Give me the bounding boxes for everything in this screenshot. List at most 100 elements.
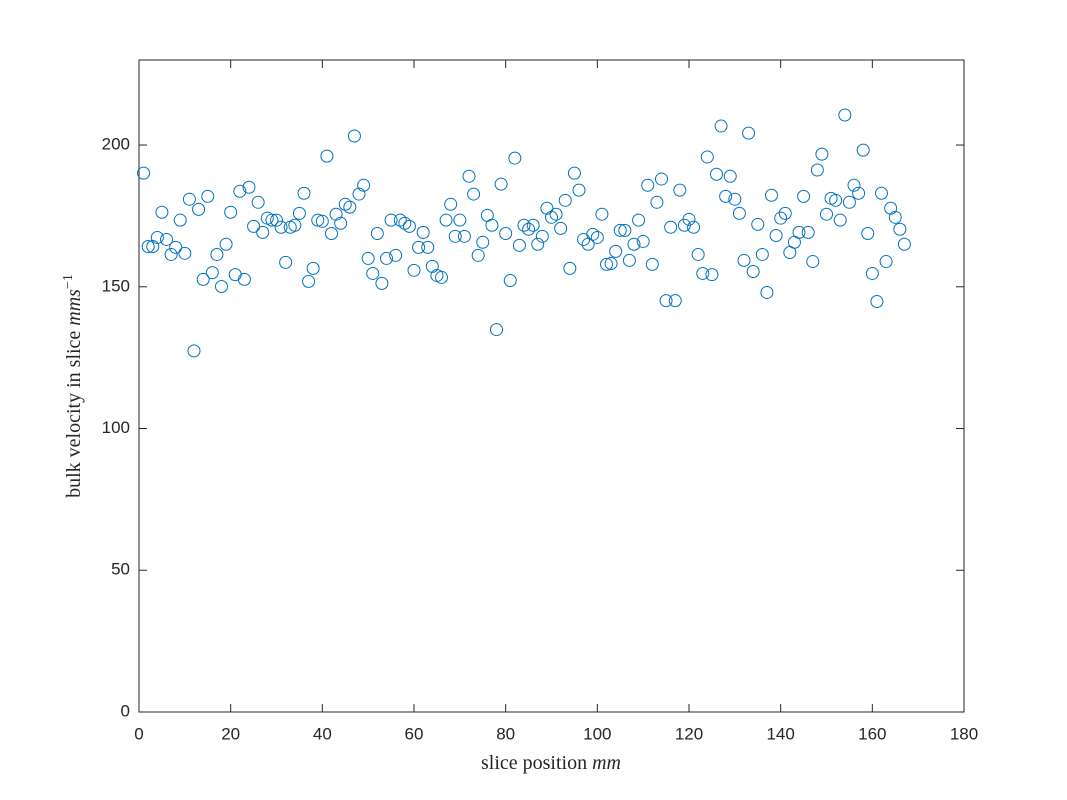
y-label-unit: mms: [63, 289, 85, 326]
point: [627, 237, 641, 251]
point: [554, 221, 568, 235]
point: [517, 218, 531, 232]
point: [279, 255, 293, 269]
point: [847, 178, 861, 192]
point: [668, 294, 682, 308]
point: [833, 213, 847, 227]
point: [567, 166, 581, 180]
point: [600, 257, 613, 271]
point: [774, 211, 788, 225]
point: [852, 186, 866, 200]
point: [746, 264, 760, 278]
point: [370, 226, 384, 240]
point: [398, 216, 412, 230]
point: [659, 294, 673, 308]
point: [613, 223, 627, 237]
point: [838, 108, 852, 122]
point: [622, 253, 636, 267]
x-tick-label: 140: [766, 724, 794, 743]
point: [343, 200, 357, 214]
point: [137, 166, 151, 180]
point: [888, 210, 902, 224]
x-tick-label: 160: [858, 724, 886, 743]
point: [655, 172, 668, 186]
point: [421, 240, 435, 254]
point: [173, 213, 187, 227]
point: [705, 268, 719, 282]
point: [416, 225, 430, 239]
point: [499, 226, 513, 240]
point: [732, 206, 746, 220]
point: [609, 244, 623, 258]
point: [412, 240, 426, 254]
point: [265, 213, 279, 227]
y-tick-label: 200: [102, 135, 130, 154]
point: [810, 163, 824, 177]
point: [201, 189, 215, 203]
point: [549, 207, 563, 221]
y-tick-label: 100: [102, 418, 130, 437]
point: [792, 225, 806, 239]
point: [311, 213, 325, 227]
point: [320, 149, 334, 163]
point: [215, 279, 228, 293]
point: [879, 255, 893, 269]
point: [274, 220, 288, 234]
point: [526, 218, 540, 232]
point: [384, 213, 398, 227]
point: [407, 263, 421, 277]
point: [664, 220, 678, 234]
y-tick-label: 0: [121, 701, 130, 720]
point: [535, 229, 549, 243]
point: [182, 192, 196, 206]
point: [325, 226, 338, 240]
point: [636, 234, 650, 248]
point: [457, 229, 471, 243]
point: [471, 248, 485, 262]
point: [150, 230, 164, 244]
point: [714, 119, 728, 133]
point: [522, 222, 536, 236]
point: [467, 187, 481, 201]
point: [453, 213, 467, 227]
point: [751, 217, 765, 231]
point: [760, 285, 774, 299]
point: [595, 207, 609, 221]
point: [820, 207, 833, 221]
point: [448, 229, 462, 243]
point: [641, 178, 655, 192]
point: [687, 220, 701, 234]
y-label-text: bulk velocity in slice: [63, 331, 85, 498]
point: [778, 206, 792, 220]
point: [192, 202, 206, 216]
x-tick-label: 80: [496, 724, 515, 743]
point: [755, 247, 769, 261]
point: [270, 213, 283, 227]
x-tick-label: 180: [950, 724, 978, 743]
point: [719, 189, 733, 203]
x-tick-label: 120: [675, 724, 703, 743]
point: [856, 143, 870, 157]
point: [870, 295, 884, 309]
point: [247, 219, 261, 233]
plot-box: [138, 59, 965, 713]
point: [315, 214, 329, 228]
point: [710, 167, 723, 181]
point: [366, 266, 380, 280]
point: [893, 222, 907, 236]
point: [196, 272, 210, 286]
point: [865, 266, 879, 280]
point: [829, 193, 843, 207]
point: [352, 187, 366, 201]
point: [723, 169, 737, 183]
point: [512, 238, 526, 252]
point: [402, 219, 416, 233]
point: [439, 213, 453, 227]
point: [297, 186, 311, 200]
point: [302, 274, 316, 288]
point: [590, 230, 604, 244]
point: [256, 225, 270, 239]
point: [494, 177, 508, 191]
point: [357, 178, 371, 192]
